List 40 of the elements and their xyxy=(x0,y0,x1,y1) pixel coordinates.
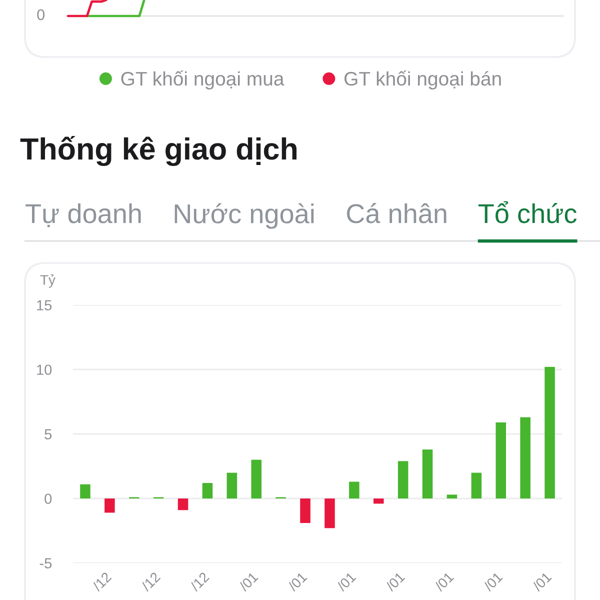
y-tick-label: 0 xyxy=(44,494,52,504)
x-tick-label: /01 xyxy=(336,571,356,592)
bar xyxy=(251,460,262,498)
bar xyxy=(520,417,530,498)
bar xyxy=(300,498,310,524)
bar xyxy=(446,494,458,498)
bar xyxy=(178,498,188,510)
legend-label: GT khối ngoại mua xyxy=(121,70,284,90)
bar xyxy=(422,449,433,498)
y-tick-label: 10 xyxy=(37,364,52,375)
bar xyxy=(349,482,360,498)
bar xyxy=(471,472,482,498)
x-tick-label: /01 xyxy=(434,571,454,592)
bar xyxy=(324,498,335,528)
text: Nước ngoài xyxy=(174,203,314,229)
bar xyxy=(544,366,555,498)
x-tick-label: /01 xyxy=(238,571,259,592)
bar xyxy=(80,484,90,498)
x-tick-label: /12 xyxy=(140,571,161,592)
x-tick-label: /01 xyxy=(287,571,308,592)
text: Tự doanh xyxy=(26,203,141,228)
x-tick-label: /12 xyxy=(91,571,112,592)
bar xyxy=(104,498,115,513)
bar xyxy=(202,483,213,498)
text: Cá nhân xyxy=(347,203,446,224)
y-tick-label: 15 xyxy=(37,300,52,310)
y-tick-label: 5 xyxy=(44,429,52,440)
x-tick-label: /12 xyxy=(189,571,210,592)
text: Tổ chức xyxy=(478,201,577,224)
bar xyxy=(496,422,506,498)
bar xyxy=(398,461,408,498)
x-tick-label: /01 xyxy=(482,571,504,592)
legend-label: GT khối ngoại bán xyxy=(344,70,501,90)
x-tick-label: /01 xyxy=(384,571,406,592)
bar xyxy=(373,498,384,504)
x-tick-label: /01 xyxy=(532,571,552,592)
bar xyxy=(226,472,238,498)
y-tick-label: -5 xyxy=(40,558,52,568)
chart-title: Thống kê giao dịch xyxy=(20,136,297,166)
y-axis-title: Tỷ xyxy=(40,274,56,288)
